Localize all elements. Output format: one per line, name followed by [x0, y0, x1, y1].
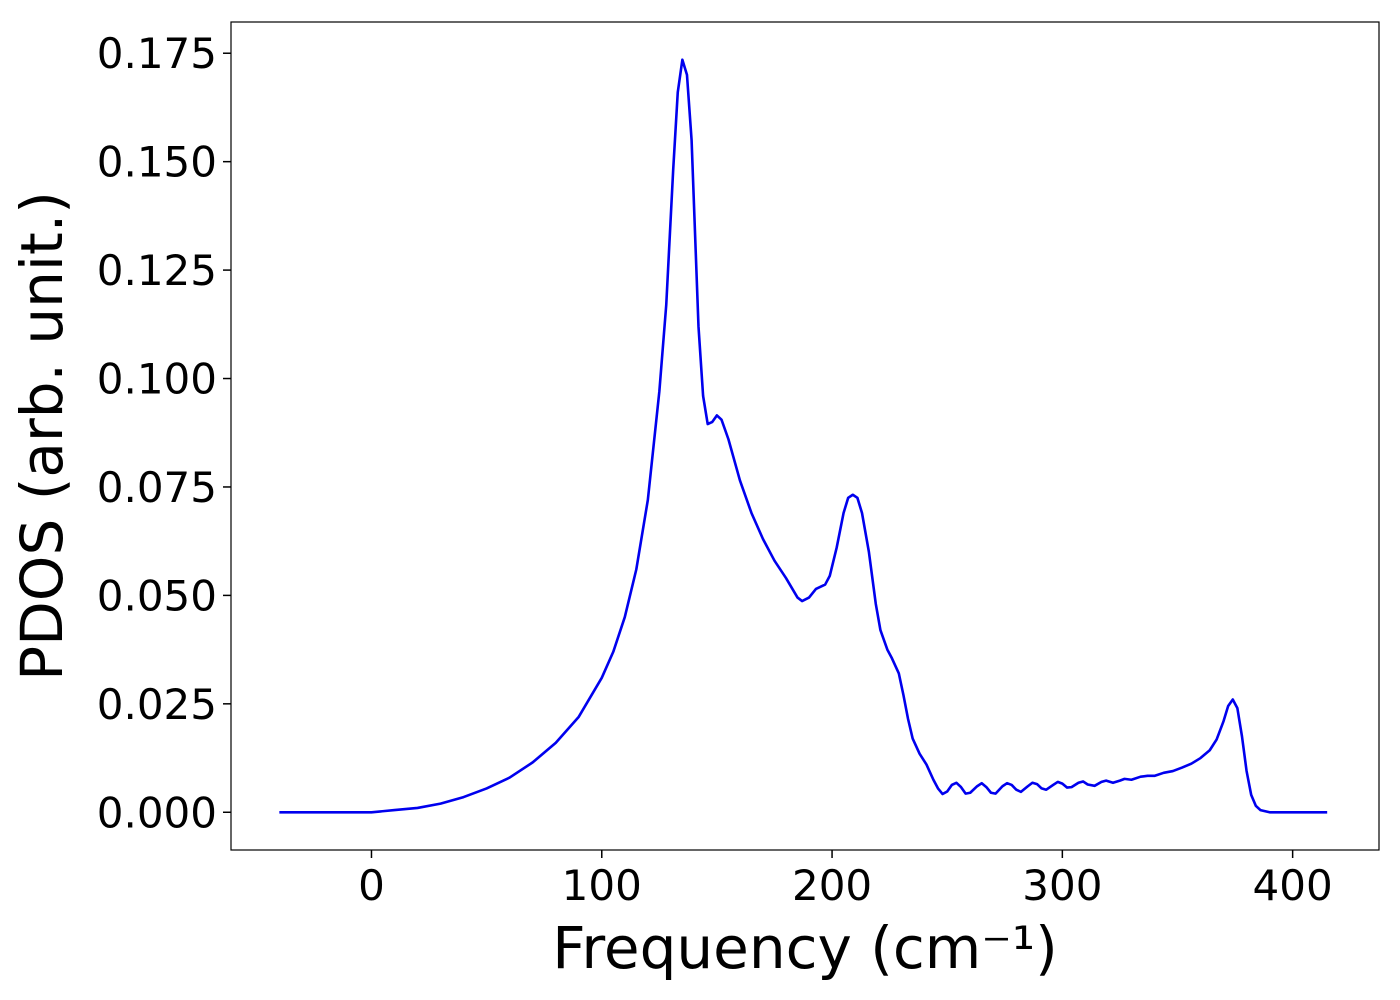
x-tick-label: 400: [1253, 861, 1333, 910]
x-tick-label: 200: [792, 861, 872, 910]
x-tick-label: 0: [358, 861, 385, 910]
data-line: [279, 58, 1328, 814]
x-tick-label: 300: [1022, 861, 1102, 910]
y-tick-label: 0.000: [97, 788, 217, 837]
x-tick-label: 100: [562, 861, 642, 910]
plot-frame: [230, 21, 1380, 851]
x-axis-label: Frequency (cm⁻¹): [552, 914, 1058, 982]
y-tick-label: 0.025: [97, 680, 217, 729]
y-tick-label: 0.075: [97, 463, 217, 512]
y-tick-label: 0.100: [97, 355, 217, 404]
y-tick-label: 0.150: [97, 138, 217, 187]
y-tick-label: 0.050: [97, 571, 217, 620]
y-axis-label: PDOS (arb. unit.): [8, 191, 76, 681]
y-tick-label: 0.125: [97, 246, 217, 295]
y-tick-label: 0.175: [97, 29, 217, 78]
